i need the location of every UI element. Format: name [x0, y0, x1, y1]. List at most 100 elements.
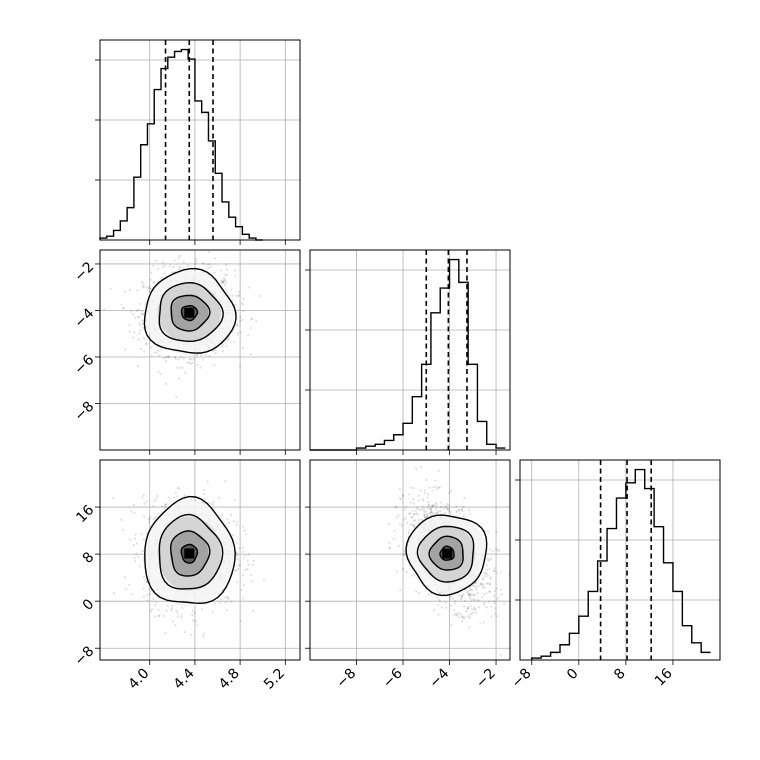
- sample-point: [229, 514, 232, 517]
- sample-point: [154, 601, 158, 604]
- sample-point: [462, 605, 466, 608]
- sample-point: [187, 361, 191, 364]
- sample-point: [148, 287, 151, 290]
- sample-point: [136, 289, 139, 292]
- sample-point: [194, 619, 198, 623]
- sample-point: [484, 575, 487, 578]
- sample-point: [437, 598, 441, 601]
- sample-point: [133, 330, 136, 334]
- sample-point: [227, 522, 230, 525]
- sample-point: [489, 576, 492, 579]
- sample-point: [479, 582, 482, 585]
- sample-point: [455, 510, 458, 514]
- histogram-step-p2: [531, 468, 711, 660]
- sample-point: [468, 588, 471, 591]
- sample-point: [496, 614, 499, 618]
- sample-point: [172, 620, 175, 623]
- sample-point: [243, 583, 246, 587]
- sample-point: [434, 508, 437, 511]
- sample-point: [143, 502, 146, 505]
- contour-level-3: [169, 530, 211, 577]
- sample-point: [180, 613, 183, 616]
- sample-point: [212, 503, 215, 506]
- sample-point: [140, 319, 144, 322]
- sample-point: [142, 282, 145, 285]
- sample-point: [439, 506, 442, 509]
- sample-point: [236, 554, 239, 557]
- sample-point: [239, 619, 242, 623]
- contour-level-3: [170, 294, 211, 332]
- sample-point: [141, 285, 144, 288]
- sample-point: [148, 593, 152, 596]
- sample-point: [485, 564, 488, 567]
- sample-point: [164, 504, 167, 507]
- sample-point: [439, 510, 442, 513]
- sample-point: [432, 609, 436, 612]
- sample-point: [152, 597, 155, 601]
- sample-point: [435, 486, 438, 489]
- sample-point: [128, 324, 131, 327]
- sample-point: [171, 271, 174, 274]
- sample-point: [136, 364, 140, 368]
- x-tick-label: −4: [426, 665, 452, 691]
- sample-point: [251, 563, 254, 566]
- sample-point: [415, 512, 418, 515]
- sample-point: [168, 264, 171, 267]
- panel-frame: [99, 39, 301, 241]
- sample-point: [125, 587, 128, 590]
- sample-point: [174, 491, 177, 494]
- sample-point: [189, 362, 192, 365]
- sample-point: [209, 265, 212, 268]
- sample-point: [472, 598, 476, 601]
- sample-point: [177, 358, 181, 361]
- sample-point: [174, 624, 177, 627]
- sample-point: [141, 496, 144, 499]
- sample-point: [457, 508, 460, 512]
- sample-point: [438, 599, 442, 603]
- sample-point: [450, 510, 453, 514]
- sample-point: [423, 510, 426, 513]
- sample-point: [461, 593, 464, 597]
- sample-point: [181, 366, 184, 369]
- sample-point: [426, 496, 429, 499]
- sample-point: [211, 611, 214, 614]
- sample-point: [499, 654, 502, 657]
- sample-point: [436, 596, 439, 599]
- panel-frame: [309, 459, 511, 661]
- sample-point: [486, 574, 489, 577]
- sample-point: [485, 572, 488, 575]
- sample-point: [189, 358, 193, 361]
- sample-point: [413, 513, 416, 516]
- sample-point: [397, 514, 400, 517]
- sample-point: [426, 506, 429, 509]
- sample-point: [475, 581, 478, 584]
- sample-point: [141, 281, 144, 284]
- sample-point: [490, 615, 493, 618]
- sample-point: [419, 489, 422, 492]
- sample-point: [400, 497, 403, 501]
- sample-point: [152, 517, 156, 520]
- sample-point: [139, 302, 142, 305]
- sample-point: [439, 501, 443, 504]
- sample-point: [223, 596, 227, 599]
- sample-point: [429, 508, 432, 511]
- sample-point: [241, 574, 245, 577]
- sample-point: [469, 612, 472, 616]
- contour-level-2: [158, 281, 224, 343]
- sample-point: [487, 600, 490, 603]
- sample-point: [485, 568, 488, 571]
- sample-point: [445, 505, 448, 508]
- sample-point: [486, 557, 489, 560]
- sample-point: [225, 268, 229, 271]
- sample-point: [495, 587, 498, 590]
- sample-point: [424, 510, 427, 513]
- sample-point: [485, 606, 488, 609]
- sample-point: [225, 273, 228, 276]
- sample-point: [159, 348, 162, 351]
- y-tick-label: −8: [71, 643, 97, 669]
- sample-point: [241, 346, 245, 350]
- sample-point: [488, 567, 491, 571]
- sample-point: [238, 294, 241, 297]
- sample-point: [422, 499, 425, 502]
- sample-point: [235, 581, 239, 584]
